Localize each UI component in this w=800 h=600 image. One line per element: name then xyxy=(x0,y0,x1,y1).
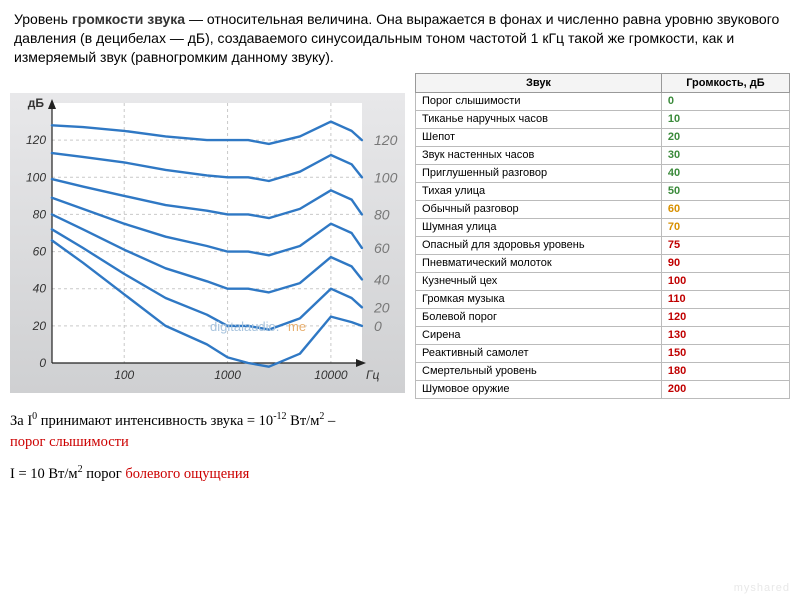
sound-db: 75 xyxy=(661,236,789,254)
svg-text:40: 40 xyxy=(33,281,47,295)
sound-name: Приглушенный разговор xyxy=(416,164,662,182)
table-row: Болевой порог120 xyxy=(416,308,790,326)
sound-db: 0 xyxy=(661,92,789,110)
table-row: Шепот20 xyxy=(416,128,790,146)
table-row: Обычный разговор60 xyxy=(416,200,790,218)
svg-text:Гц: Гц xyxy=(366,368,380,382)
sound-db: 120 xyxy=(661,308,789,326)
svg-text:0: 0 xyxy=(374,318,382,334)
table-row: Тиканье наручных часов10 xyxy=(416,110,790,128)
svg-text:0: 0 xyxy=(39,356,46,370)
table-row: Шумовое оружие200 xyxy=(416,380,790,398)
svg-text:digitalaudio.: digitalaudio. xyxy=(210,319,279,334)
table-row: Кузнечный цех100 xyxy=(416,272,790,290)
svg-text:10000: 10000 xyxy=(314,368,348,382)
sound-db: 10 xyxy=(661,110,789,128)
sound-db: 30 xyxy=(661,146,789,164)
equal-loudness-chart: 0 20 40 60 80 100 120 дБ 100 1000 10000 Гц 120 100 80 6… xyxy=(10,93,405,393)
sound-name: Болевой порог xyxy=(416,308,662,326)
sound-name: Реактивный самолет xyxy=(416,344,662,362)
svg-text:80: 80 xyxy=(33,207,47,221)
svg-text:me: me xyxy=(288,319,306,334)
sound-db: 110 xyxy=(661,290,789,308)
loudness-table: Звук Громкость, дБ Порог слышимости0Тика… xyxy=(415,73,790,399)
sound-name: Опасный для здоровья уровень xyxy=(416,236,662,254)
intro-paragraph: Уровень громкости звука — относительная … xyxy=(0,0,800,73)
table-row: Тихая улица50 xyxy=(416,182,790,200)
formula-pain: I = 10 Вт/м2 порог болевого ощущения xyxy=(10,462,405,486)
sound-name: Шепот xyxy=(416,128,662,146)
formula-threshold: За I0 принимают интенсивность звука = 10… xyxy=(10,409,405,454)
para-pre: Уровень xyxy=(14,11,72,27)
table-row: Реактивный самолет150 xyxy=(416,344,790,362)
sound-db: 180 xyxy=(661,362,789,380)
sound-db: 90 xyxy=(661,254,789,272)
sound-name: Пневматический молоток xyxy=(416,254,662,272)
svg-text:20: 20 xyxy=(32,319,47,333)
sound-name: Кузнечный цех xyxy=(416,272,662,290)
sound-db: 20 xyxy=(661,128,789,146)
pain-red: болевого ощущения xyxy=(125,466,249,482)
sound-db: 40 xyxy=(661,164,789,182)
table-row: Порог слышимости0 xyxy=(416,92,790,110)
sound-name: Громкая музыка xyxy=(416,290,662,308)
para-bold: громкости звука xyxy=(72,11,185,27)
table-row: Смертельный уровень180 xyxy=(416,362,790,380)
svg-text:120: 120 xyxy=(374,132,398,148)
chart-svg: 0 20 40 60 80 100 120 дБ 100 1000 10000 Гц 120 100 80 6… xyxy=(10,93,405,393)
table-row: Шумная улица70 xyxy=(416,218,790,236)
svg-text:100: 100 xyxy=(26,170,46,184)
svg-text:120: 120 xyxy=(26,133,46,147)
svg-text:40: 40 xyxy=(374,271,390,287)
svg-text:дБ: дБ xyxy=(28,96,45,110)
sound-name: Звук настенных часов xyxy=(416,146,662,164)
svg-text:100: 100 xyxy=(374,169,398,185)
sound-db: 200 xyxy=(661,380,789,398)
svg-text:20: 20 xyxy=(373,299,390,315)
sound-name: Смертельный уровень xyxy=(416,362,662,380)
sound-name: Обычный разговор xyxy=(416,200,662,218)
table-row: Опасный для здоровья уровень75 xyxy=(416,236,790,254)
sound-db: 100 xyxy=(661,272,789,290)
th-sound: Звук xyxy=(416,73,662,92)
table-row: Сирена130 xyxy=(416,326,790,344)
table-row: Приглушенный разговор40 xyxy=(416,164,790,182)
sound-db: 150 xyxy=(661,344,789,362)
table-row: Пневматический молоток90 xyxy=(416,254,790,272)
table-row: Громкая музыка110 xyxy=(416,290,790,308)
svg-text:60: 60 xyxy=(374,240,390,256)
page-watermark: myshared xyxy=(734,582,790,594)
sound-db: 70 xyxy=(661,218,789,236)
svg-text:1000: 1000 xyxy=(214,368,241,382)
svg-text:80: 80 xyxy=(374,206,390,222)
table-row: Звук настенных часов30 xyxy=(416,146,790,164)
sound-db: 130 xyxy=(661,326,789,344)
sound-name: Сирена xyxy=(416,326,662,344)
formulas-block: За I0 принимают интенсивность звука = 10… xyxy=(10,409,405,486)
svg-text:100: 100 xyxy=(114,368,134,382)
sound-db: 60 xyxy=(661,200,789,218)
sound-name: Шумовое оружие xyxy=(416,380,662,398)
th-db: Громкость, дБ xyxy=(661,73,789,92)
sound-db: 50 xyxy=(661,182,789,200)
sound-name: Тихая улица xyxy=(416,182,662,200)
sound-name: Порог слышимости xyxy=(416,92,662,110)
sound-name: Шумная улица xyxy=(416,218,662,236)
threshold-red: порог слышимости xyxy=(10,434,129,450)
sound-name: Тиканье наручных часов xyxy=(416,110,662,128)
svg-text:60: 60 xyxy=(33,244,47,258)
